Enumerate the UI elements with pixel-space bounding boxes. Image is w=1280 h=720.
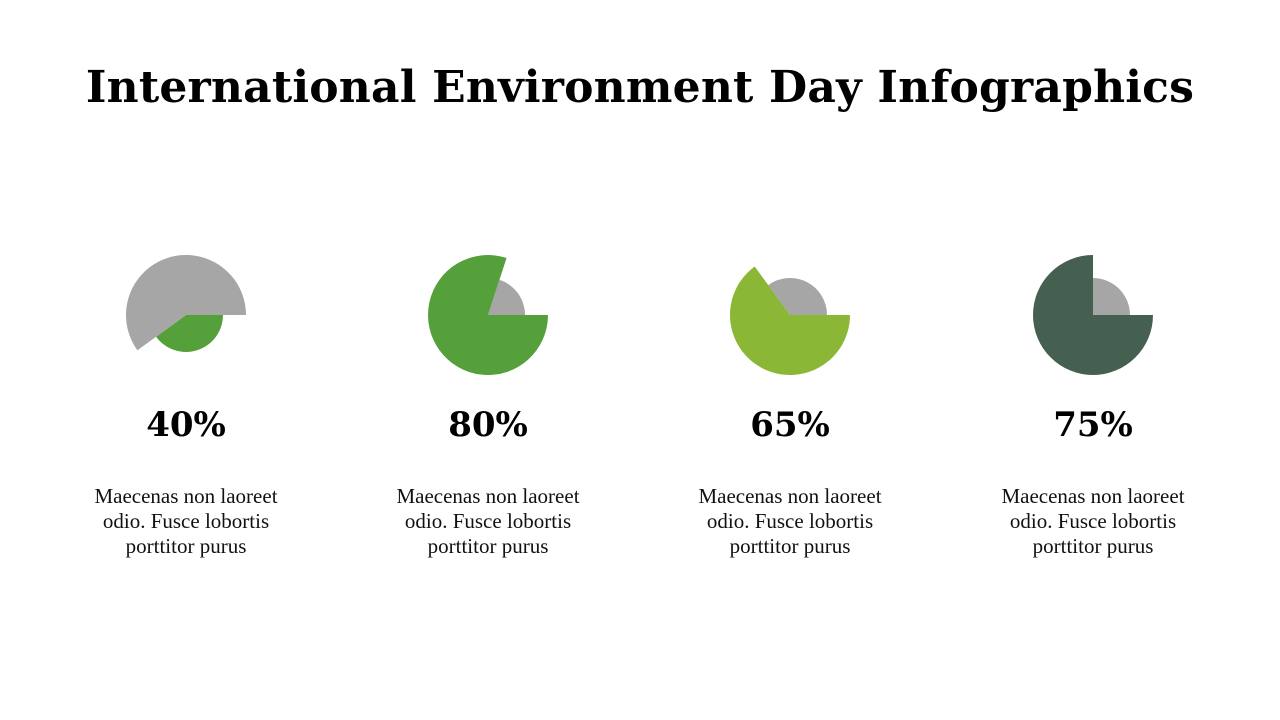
stat-card-3: 65% Maecenas non laoreet odio. Fusce lob…: [660, 240, 920, 580]
pie-value-slice: [1033, 255, 1153, 375]
percentage-label: 65%: [750, 405, 830, 445]
pie-chart-4: [1033, 255, 1153, 375]
pie-remainder-slice: [768, 278, 827, 315]
percentage-label: 75%: [1053, 405, 1133, 445]
pie-value-slice: [730, 266, 850, 375]
description-text: Maecenas non laoreet odio. Fusce loborti…: [396, 484, 580, 558]
description-text: Maecenas non laoreet odio. Fusce loborti…: [94, 484, 278, 558]
stat-card-4: 75% Maecenas non laoreet odio. Fusce lob…: [963, 240, 1223, 580]
stat-card-1: 40% Maecenas non laoreet odio. Fusce lob…: [56, 240, 316, 580]
pie-chart-1: [126, 255, 246, 352]
percentage-label: 80%: [448, 405, 528, 445]
description-text: Maecenas non laoreet odio. Fusce loborti…: [1001, 484, 1185, 558]
description-text: Maecenas non laoreet odio. Fusce loborti…: [698, 484, 882, 558]
percentage-label: 40%: [146, 405, 226, 445]
page-title: International Environment Day Infographi…: [85, 62, 1195, 113]
pie-chart-3: [730, 266, 850, 375]
pie-value-slice: [428, 255, 548, 376]
pie-remainder-slice: [488, 279, 525, 315]
pie-remainder-slice: [126, 255, 246, 351]
pie-remainder-slice: [1093, 278, 1130, 315]
stat-card-2: 80% Maecenas non laoreet odio. Fusce lob…: [358, 240, 618, 580]
pie-value-slice: [156, 315, 223, 352]
pie-chart-2: [428, 255, 548, 376]
